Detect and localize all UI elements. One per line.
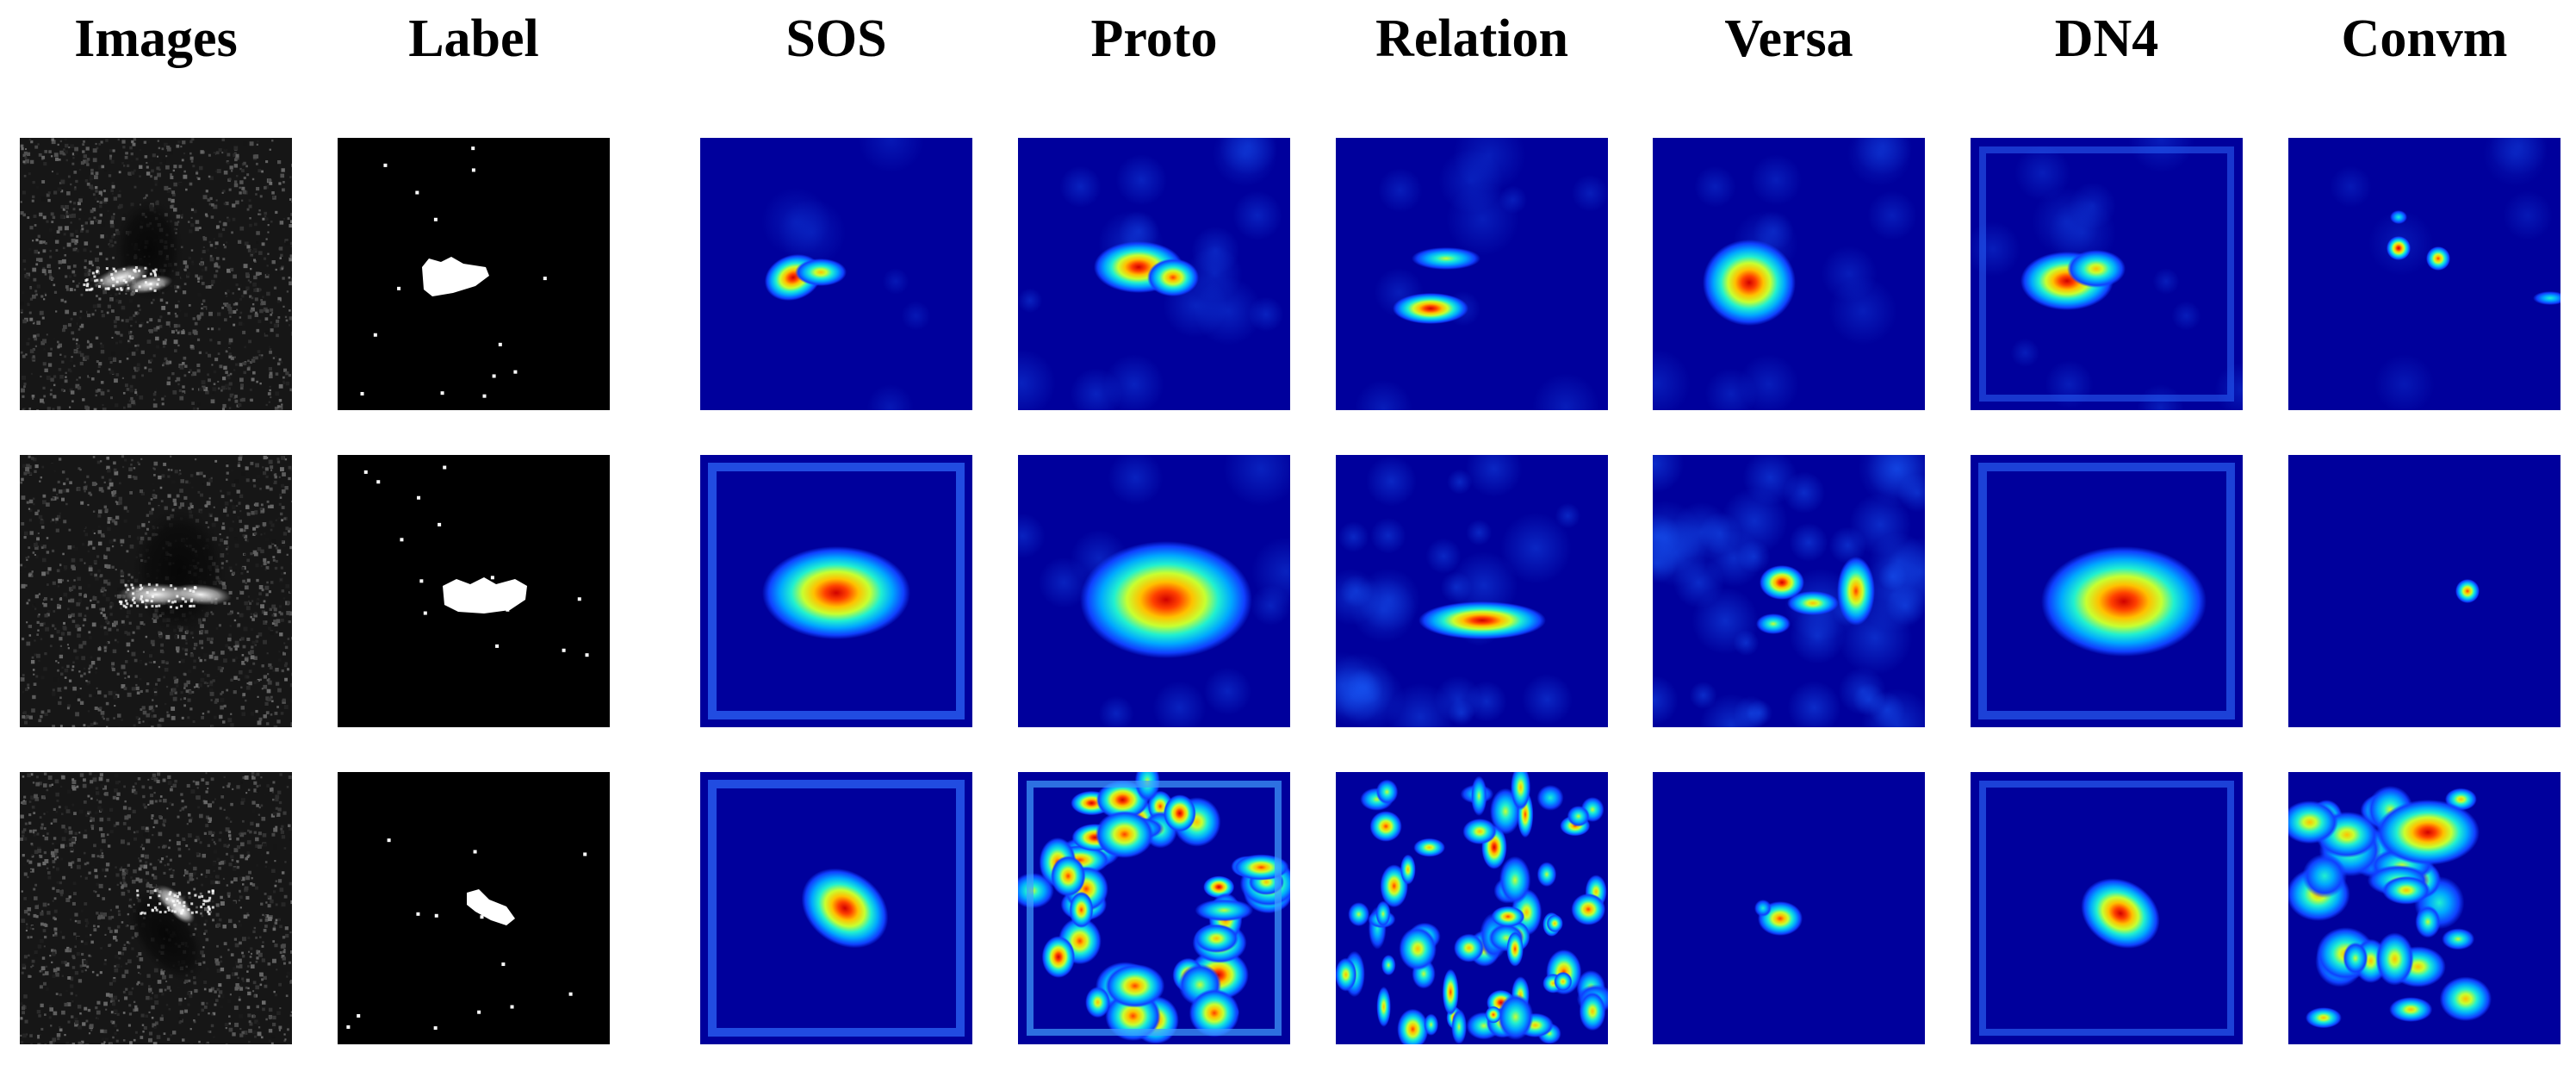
column-header-dn4: DN4 [2054,9,2159,68]
proto-panel [1018,138,1290,410]
column-header-sos: SOS [785,9,887,68]
sos-image [700,455,972,727]
images-image [20,138,292,410]
relation-panel [1336,772,1608,1044]
images-image [20,455,292,727]
label-panel [338,138,610,410]
column-header-convm: Convm [2341,9,2508,68]
convm-panel [2288,455,2560,727]
convm-image [2288,772,2560,1044]
column-header-versa: Versa [1724,9,1853,68]
sos-panel [700,138,972,410]
column-header-relation: Relation [1375,9,1568,68]
dn4-panel [1971,772,2243,1044]
relation-image [1336,138,1608,410]
relation-image [1336,455,1608,727]
convm-panel [2288,772,2560,1044]
label-image [338,455,610,727]
images-image [20,772,292,1044]
label-panel [338,772,610,1044]
column-header-images: Images [74,9,238,68]
dn4-panel [1971,138,2243,410]
label-image [338,138,610,410]
images-panel [20,138,292,410]
sos-image [700,772,972,1044]
relation-image [1336,772,1608,1044]
label-panel [338,455,610,727]
images-panel [20,455,292,727]
column-header-label: Label [408,9,539,68]
relation-panel [1336,455,1608,727]
label-image [338,772,610,1044]
sos-panel [700,772,972,1044]
sos-image [700,138,972,410]
proto-panel [1018,772,1290,1044]
convm-panel [2288,138,2560,410]
versa-panel [1653,138,1925,410]
versa-image [1653,772,1925,1044]
dn4-image [1971,455,2243,727]
images-panel [20,772,292,1044]
dn4-panel [1971,455,2243,727]
versa-panel [1653,455,1925,727]
dn4-image [1971,138,2243,410]
dn4-image [1971,772,2243,1044]
proto-image [1018,138,1290,410]
convm-image [2288,455,2560,727]
versa-image [1653,455,1925,727]
sos-panel [700,455,972,727]
versa-image [1653,138,1925,410]
proto-panel [1018,455,1290,727]
convm-image [2288,138,2560,410]
versa-panel [1653,772,1925,1044]
column-header-proto: Proto [1090,9,1218,68]
proto-image [1018,455,1290,727]
proto-image [1018,772,1290,1044]
relation-panel [1336,138,1608,410]
